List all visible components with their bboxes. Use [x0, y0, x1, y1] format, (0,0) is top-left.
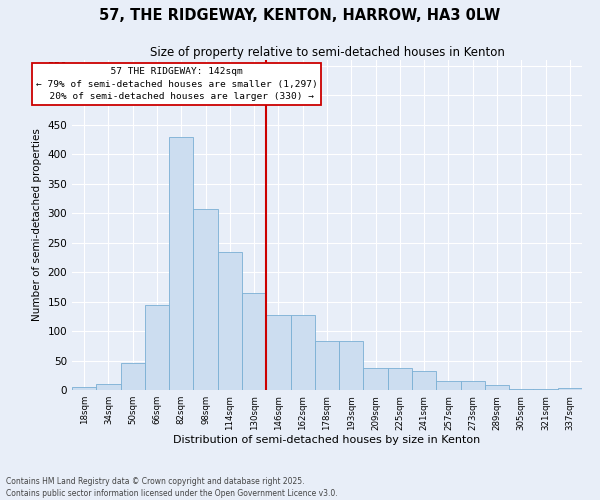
Bar	[145, 304, 169, 390]
Bar	[72, 387, 96, 390]
Bar	[121, 364, 145, 390]
Bar	[266, 314, 290, 390]
Bar	[193, 209, 218, 390]
Bar	[242, 293, 266, 390]
Text: 57 THE RIDGEWAY: 142sqm  
← 79% of semi-detached houses are smaller (1,297)
  20: 57 THE RIDGEWAY: 142sqm ← 79% of semi-de…	[35, 67, 317, 101]
Bar	[218, 252, 242, 390]
Bar	[485, 384, 509, 390]
Bar	[509, 389, 533, 390]
Text: 57, THE RIDGEWAY, KENTON, HARROW, HA3 0LW: 57, THE RIDGEWAY, KENTON, HARROW, HA3 0L…	[100, 8, 500, 22]
Bar	[339, 341, 364, 390]
Bar	[96, 384, 121, 390]
Bar	[169, 136, 193, 390]
Text: Contains HM Land Registry data © Crown copyright and database right 2025.
Contai: Contains HM Land Registry data © Crown c…	[6, 476, 338, 498]
Bar	[315, 341, 339, 390]
Bar	[436, 381, 461, 390]
Bar	[558, 388, 582, 390]
Bar	[388, 368, 412, 390]
X-axis label: Distribution of semi-detached houses by size in Kenton: Distribution of semi-detached houses by …	[173, 436, 481, 446]
Title: Size of property relative to semi-detached houses in Kenton: Size of property relative to semi-detach…	[149, 46, 505, 59]
Bar	[412, 371, 436, 390]
Bar	[364, 368, 388, 390]
Bar	[290, 314, 315, 390]
Y-axis label: Number of semi-detached properties: Number of semi-detached properties	[32, 128, 42, 322]
Bar	[461, 381, 485, 390]
